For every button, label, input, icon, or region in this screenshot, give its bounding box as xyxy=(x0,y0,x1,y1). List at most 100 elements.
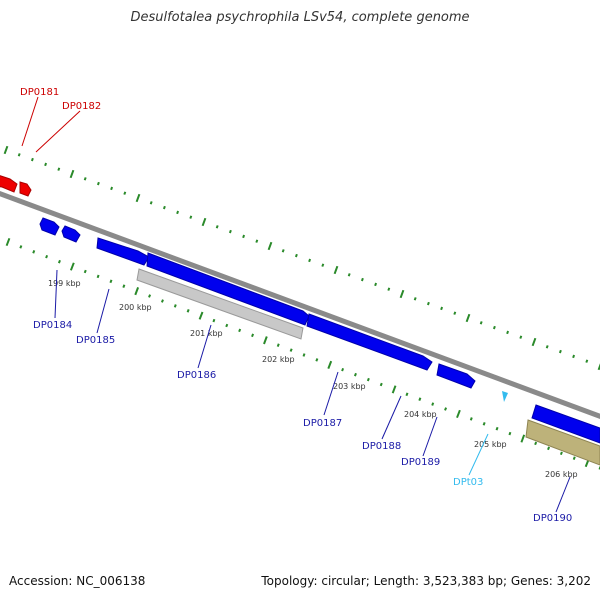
tick-label: 199 kbp xyxy=(48,279,81,288)
tick-mark xyxy=(263,336,268,345)
gene-label-dp0184[interactable]: DP0184 xyxy=(33,320,72,331)
tick-mark xyxy=(225,323,229,328)
leader-line xyxy=(323,371,339,416)
tick-mark xyxy=(176,210,180,215)
tick-mark xyxy=(315,358,319,362)
gene-arrow-dp0186[interactable] xyxy=(96,237,150,266)
gene-label-dp0185[interactable]: DP0185 xyxy=(76,335,115,346)
tick-mark xyxy=(57,167,61,171)
leader-line xyxy=(96,288,110,334)
gene-arrow-dp0190[interactable] xyxy=(531,404,600,444)
gene-arrow-dp0182[interactable] xyxy=(19,181,32,197)
label-leader-lines xyxy=(21,96,571,513)
tick-mark xyxy=(492,325,496,330)
genome-summary: Topology: circular; Length: 3,523,383 bp… xyxy=(261,574,591,588)
tick-mark xyxy=(482,422,486,426)
tick-mark xyxy=(17,153,21,157)
gene-arrow-dp0185[interactable] xyxy=(61,225,81,243)
tick-mark xyxy=(149,201,153,205)
tick-mark xyxy=(96,181,100,186)
tick-mark xyxy=(30,157,34,162)
gene-label-dp0187[interactable]: DP0187 xyxy=(303,418,342,429)
inner-tick-track xyxy=(5,237,600,470)
tick-mark xyxy=(162,205,166,210)
tick-label: 205 kbp xyxy=(474,440,507,449)
tick-mark xyxy=(559,451,563,456)
tick-mark xyxy=(333,265,339,275)
tick-mark xyxy=(353,372,357,377)
tick-mark xyxy=(19,245,23,249)
tick-mark xyxy=(413,297,417,301)
tick-mark xyxy=(399,289,405,299)
tick-mark xyxy=(444,407,448,411)
tick-mark xyxy=(440,306,444,311)
gene-label-dp0182[interactable]: DP0182 xyxy=(62,101,101,112)
tick-mark xyxy=(123,191,127,195)
tick-label: 204 kbp xyxy=(404,410,437,419)
tick-mark xyxy=(374,282,378,287)
gene-label-dp0189[interactable]: DP0189 xyxy=(401,457,440,468)
tick-mark xyxy=(276,343,280,347)
gene-arrow-dp0184[interactable] xyxy=(39,217,60,236)
leader-line xyxy=(54,269,58,319)
tick-mark xyxy=(294,253,298,258)
tick-mark xyxy=(228,229,232,234)
tick-mark xyxy=(69,262,75,271)
tick-label-group: 199 kbp 200 kbp 201 kbp 202 kbp 203 kbp … xyxy=(48,279,578,479)
gene-label-dp0181[interactable]: DP0181 xyxy=(20,87,59,98)
tick-label: 203 kbp xyxy=(333,382,366,391)
tick-mark xyxy=(134,287,140,296)
pseudogene-bar[interactable] xyxy=(136,268,304,340)
tick-mark xyxy=(198,311,204,320)
tick-mark xyxy=(379,382,383,387)
tick-mark xyxy=(3,145,9,155)
tick-mark xyxy=(122,284,126,288)
tick-mark xyxy=(405,392,409,397)
tick-mark xyxy=(431,402,435,406)
tick-mark xyxy=(558,349,562,354)
tick-mark xyxy=(531,337,537,347)
outer-tick-track xyxy=(3,145,600,371)
tick-mark xyxy=(109,279,113,284)
gene-label-dpt03[interactable]: DPt03 xyxy=(453,477,483,488)
tick-mark xyxy=(341,367,345,372)
gene-label-dp0190[interactable]: DP0190 xyxy=(533,513,572,524)
tick-mark xyxy=(212,318,216,323)
gene-arrow-dp0188[interactable] xyxy=(306,313,433,371)
tick-mark xyxy=(508,431,512,436)
tick-mark xyxy=(347,273,351,277)
leader-line xyxy=(197,324,212,369)
tick-mark xyxy=(45,254,49,259)
tick-mark xyxy=(469,417,473,421)
tick-mark xyxy=(135,193,141,203)
gene-label-dp0188[interactable]: DP0188 xyxy=(362,441,401,452)
tick-mark xyxy=(83,177,87,181)
tick-mark xyxy=(242,234,246,239)
tick-label: 202 kbp xyxy=(262,355,295,364)
tick-mark xyxy=(281,249,285,253)
gene-arrow-dp0181[interactable] xyxy=(0,174,18,193)
gene-arrow-dp0189[interactable] xyxy=(436,363,476,389)
tick-mark xyxy=(5,237,11,247)
tick-mark xyxy=(479,321,483,325)
trna-dpt03[interactable] xyxy=(502,391,508,402)
rrna-bar[interactable] xyxy=(525,419,600,466)
gene-arrow-dp0187[interactable] xyxy=(146,252,310,326)
gene-label-dp0186[interactable]: DP0186 xyxy=(177,370,216,381)
tick-mark xyxy=(96,274,100,279)
tick-mark xyxy=(426,301,430,306)
tick-mark xyxy=(418,397,422,401)
tick-mark xyxy=(148,294,152,298)
tick-mark xyxy=(456,409,461,419)
page-title: Desulfotalea psychrophila LSv54, complet… xyxy=(130,10,470,25)
tick-mark xyxy=(597,363,600,371)
leader-line xyxy=(422,416,438,457)
tick-mark xyxy=(44,162,48,167)
tick-mark xyxy=(572,456,576,460)
tick-label: 206 kbp xyxy=(545,470,578,479)
tick-mark xyxy=(585,359,589,363)
tick-mark xyxy=(506,330,510,335)
tick-mark xyxy=(173,304,177,308)
